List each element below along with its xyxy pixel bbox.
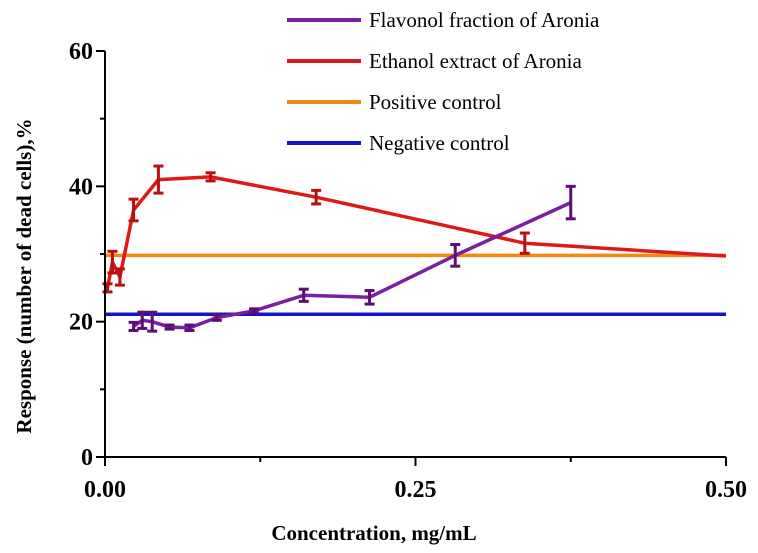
- error-bar: [147, 310, 158, 333]
- y-tick-label: 40: [69, 174, 93, 200]
- series-line-ethanol-extract-of-aronia: [105, 175, 727, 289]
- error-bar: [249, 307, 260, 315]
- error-bar: [107, 249, 118, 275]
- error-bar: [128, 197, 139, 223]
- y-tick-label: 20: [69, 310, 93, 336]
- error-bar: [128, 320, 139, 332]
- error-bar: [450, 243, 461, 268]
- legend-label: Flavonol fraction of Aronia: [369, 8, 600, 32]
- error-bar: [164, 323, 175, 331]
- error-bar: [211, 313, 222, 322]
- x-tick-label: 0.25: [395, 477, 437, 503]
- y-axis-title: Response (number of dead cells),%: [12, 118, 36, 433]
- y-axis-ticks: 0 20 40 60: [69, 39, 105, 471]
- y-tick-label: 60: [69, 39, 93, 65]
- legend-item-flavonol-fraction-of-aronia: Flavonol fraction of Aronia: [287, 8, 600, 32]
- x-axis-title: Concentration, mg/mL: [271, 521, 476, 545]
- legend-item-ethanol-extract-of-aronia: Ethanol extract of Aronia: [287, 49, 583, 73]
- series-layer: [102, 164, 727, 333]
- error-bar: [114, 267, 125, 287]
- error-bar: [565, 184, 576, 221]
- error-bar: [311, 188, 322, 206]
- y-tick-label: 0: [81, 445, 93, 471]
- legend-item-negative-control: Negative control: [287, 131, 510, 155]
- legend-label: Positive control: [369, 90, 502, 114]
- error-bar: [298, 287, 309, 303]
- error-bar: [205, 171, 216, 183]
- error-bar: [102, 282, 113, 294]
- error-bar: [184, 323, 195, 332]
- x-axis-ticks: 0.00 0.25 0.50: [84, 457, 747, 503]
- x-tick-label: 0.00: [84, 477, 126, 503]
- error-bar: [519, 231, 530, 255]
- legend-item-positive-control: Positive control: [287, 90, 502, 114]
- legend-label: Ethanol extract of Aronia: [369, 49, 583, 73]
- legend-label: Negative control: [369, 131, 510, 155]
- error-bar: [153, 164, 164, 195]
- error-bar: [364, 289, 375, 306]
- series-line-flavonol-fraction-of-aronia: [132, 201, 572, 330]
- legend: Flavonol fraction of Aronia Ethanol extra…: [287, 8, 600, 155]
- series-ethanol-extract-of-aronia: [102, 164, 727, 294]
- x-tick-label: 0.50: [705, 477, 747, 503]
- error-bar: [137, 310, 148, 330]
- axes: 0 20 40 60 0.00 0.25 0.50: [69, 39, 747, 503]
- series-flavonol-fraction-of-aronia: [128, 184, 576, 333]
